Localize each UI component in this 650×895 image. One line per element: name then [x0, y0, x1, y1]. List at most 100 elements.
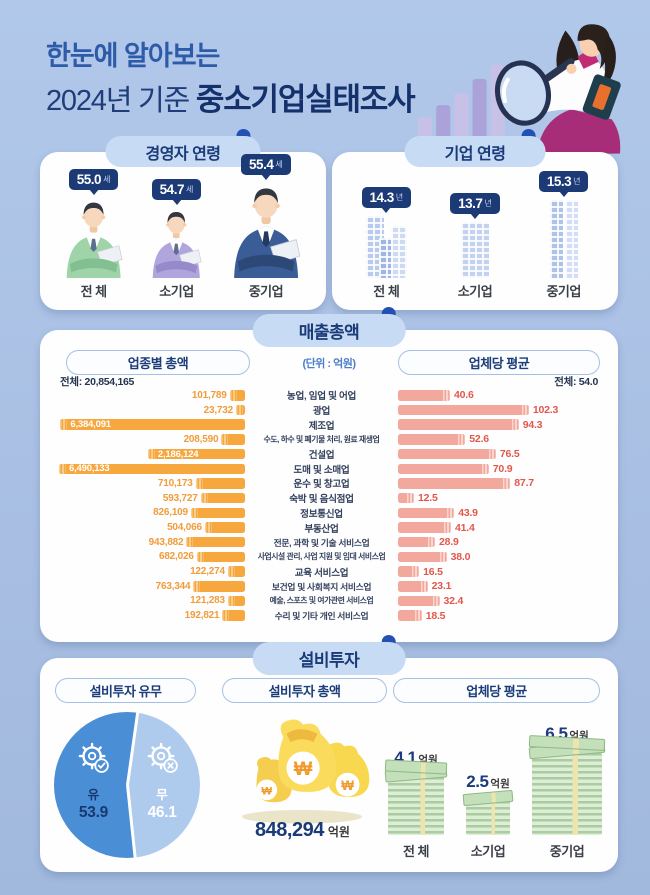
coin-stack-icon	[420, 581, 428, 592]
sales-row: 192,821 수리 및 기타 개인 서비스업 18.5	[59, 608, 599, 623]
average-bar	[398, 610, 422, 621]
total-bar	[221, 434, 245, 445]
tag-value: 15.3	[546, 174, 572, 189]
businessman-icon	[233, 188, 301, 278]
coin-stack-icon	[196, 551, 204, 563]
gear-check-icon	[74, 738, 112, 781]
sales-card: 매출총액 업종별 총액 (단위 : 억원) 업체당 평균 전체: 20,854,…	[40, 307, 618, 642]
industry-avg-value: 18.5	[425, 609, 446, 622]
sales-right-header: 업체당 평균	[398, 350, 600, 375]
sales-header: 매출총액	[252, 307, 406, 347]
total-bar	[190, 507, 245, 519]
industry-total-value: 121,283	[190, 595, 225, 607]
coin-stack-icon	[227, 566, 235, 577]
coin-stack-icon	[432, 595, 440, 607]
total-bar	[236, 404, 245, 416]
ceo-age-title: 경영자 연령	[105, 136, 261, 167]
businessman-icon	[152, 212, 202, 278]
building-icon	[549, 200, 578, 278]
investment-average-item: 2.5 억원 소기업	[462, 772, 514, 860]
industry-total-value: 504,066	[167, 522, 202, 534]
coin-stack-icon	[439, 551, 447, 563]
company-age-item: 15.3 년 중기업	[538, 171, 589, 300]
industry-total-value: 943,882	[148, 536, 184, 548]
coin-stack-icon	[444, 522, 451, 533]
industry-avg-value: 94.3	[522, 418, 543, 431]
total-bar	[227, 566, 245, 577]
group-label: 전 체	[402, 844, 430, 859]
coin-stack-icon	[481, 463, 489, 475]
group-label: 전 체	[373, 284, 400, 299]
building-icon	[460, 222, 489, 278]
average-bar	[398, 536, 435, 548]
investment-average-group: 4.1 억원 전 체 2.5 억원 소기업 6.5 억원 중기업	[384, 724, 606, 860]
industry-total-value: 2,186,124	[157, 448, 199, 460]
sales-row: 6,490,133 도매 및 소매업 70.9	[59, 461, 599, 476]
group-label: 소기업	[470, 844, 506, 859]
average-bar	[398, 522, 451, 533]
value-tag: 54.7 세	[151, 179, 202, 200]
sales-row: 593,727 숙박 및 음식점업 12.5	[59, 491, 599, 506]
magnifier-lens-icon	[494, 60, 551, 126]
coin-stack-icon	[221, 434, 229, 445]
industry-total-value: 710,173	[157, 477, 193, 489]
tag-unit: 세	[185, 185, 194, 194]
coin-stack-icon	[511, 419, 519, 430]
total-bar	[222, 610, 245, 621]
industry-avg-value: 87.7	[514, 477, 534, 490]
total-bar	[227, 595, 245, 607]
average-bar	[398, 581, 428, 592]
coin-stack-icon	[227, 595, 235, 607]
value-tag: 15.3 년	[538, 171, 589, 192]
sales-row: 682,026 사업시설 관리, 사업 지원 및 임대 서비스업 38.0	[59, 550, 599, 565]
industry-total-value: 208,590	[183, 433, 219, 445]
investment-title: 설비투자	[252, 642, 406, 675]
industry-total-value: 593,727	[162, 492, 198, 504]
industry-label: 운수 및 창고업	[293, 479, 350, 491]
industry-label: 건설업	[308, 450, 335, 462]
pie-yes-label: 유	[87, 788, 100, 802]
tag-unit: 세	[103, 175, 111, 184]
sales-chart: 101,789 농업, 임업 및 어업 40.6 23,732 광업 102.3…	[59, 388, 599, 623]
clipboard-icon	[582, 74, 621, 120]
page-subtitle: 한눈에 알아보는	[46, 41, 220, 71]
industry-avg-value: 28.9	[439, 536, 459, 549]
industry-label: 전문, 과학 및 기술 서비스업	[273, 537, 370, 548]
coin-stack-icon	[521, 404, 529, 416]
company-age-card: 기업 연령 14.3 년 전 체 13.7 년 소기업 15.3 년 중기업	[332, 129, 618, 310]
svg-text:₩: ₩	[261, 785, 272, 797]
researcher-illustration	[418, 24, 621, 154]
sales-row: 122,274 교육 서비스업 16.5	[59, 564, 599, 579]
tag-unit: 년	[573, 177, 581, 186]
company-age-item: 14.3 년 전 체	[361, 187, 412, 300]
pie-yes-value: 53.9	[78, 804, 108, 821]
industry-label: 사업시설 관리, 사업 지원 및 임대 서비스업	[257, 552, 386, 562]
page-title: 2024년 기준 중소기업실태조사	[46, 74, 416, 119]
industry-label: 제조업	[308, 420, 335, 432]
tag-unit: 년	[395, 193, 404, 202]
tag-value: 54.7	[159, 182, 185, 197]
tag-value: 55.4	[249, 157, 274, 172]
ceo-age-item: 55.4 세 중기업	[225, 154, 307, 300]
investment-card: 설비투자 설비투자 유무 설비투자 총액 업체당 평균 유 53.9 무 46.…	[40, 635, 618, 872]
average-bar	[398, 434, 466, 445]
industry-total-value: 763,344	[155, 580, 191, 592]
average-bar	[398, 419, 519, 430]
industry-label: 보건업 및 사회복지 서비스업	[271, 581, 372, 592]
industry-avg-value: 16.5	[423, 565, 443, 578]
coin-stack-icon	[229, 390, 237, 401]
investment-average-item: 6.5 억원 중기업	[528, 724, 606, 860]
group-label: 전 체	[80, 284, 108, 299]
sales-left-header: 업종별 총액	[66, 350, 250, 375]
coin-stack-icon	[193, 581, 201, 592]
industry-avg-value: 32.4	[443, 594, 464, 607]
average-bar	[398, 566, 420, 577]
coin-stack-icon	[190, 507, 198, 519]
sales-row: 2,186,124 건설업 76.5	[59, 447, 599, 462]
total-bar: 6,490,133	[59, 463, 245, 474]
industry-total-value: 192,821	[184, 610, 220, 622]
average-bar	[398, 492, 414, 504]
building-icon	[365, 216, 407, 278]
tag-unit: 년	[484, 199, 492, 208]
company-age-title: 기업 연령	[404, 136, 546, 167]
